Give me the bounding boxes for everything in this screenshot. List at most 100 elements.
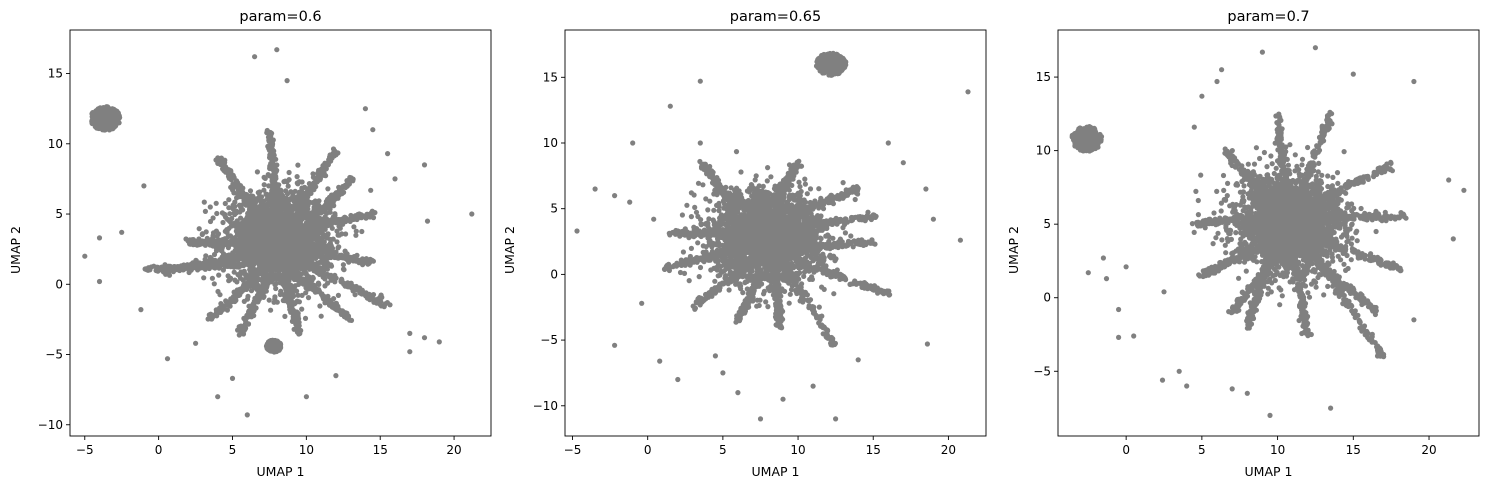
data-point [327,236,333,243]
data-point [237,183,244,189]
data-point [323,166,329,172]
data-point [351,224,357,230]
data-point [307,211,313,217]
data-point [244,192,250,199]
data-point [332,279,338,285]
data-point [370,215,377,221]
data-point [300,216,306,222]
data-point [250,193,256,199]
data-point [242,316,248,322]
data-point [201,199,207,205]
data-point [217,246,223,252]
data-point [291,271,297,277]
data-point [276,344,282,350]
data-point [262,220,268,226]
data-point [305,221,311,227]
data-point [226,300,232,306]
data-point [304,197,310,203]
data-point [334,239,340,245]
data-point [237,194,243,200]
data-point [285,287,291,293]
data-point [266,183,272,189]
chart-title: param=0.6 [239,9,321,25]
data-point [317,303,323,309]
data-point [246,313,252,319]
data-point [275,259,281,265]
data-point [335,307,341,313]
data-point [215,231,222,237]
data-point [317,175,323,181]
data-point [220,238,226,244]
data-point [245,223,251,229]
y-tick-label: 10 [48,137,63,151]
data-point [269,190,275,196]
data-point [309,254,315,261]
data-point [300,281,306,287]
data-point [220,219,226,226]
data-point [332,272,338,278]
data-point [264,284,270,290]
data-point [287,300,294,306]
data-point [238,269,244,275]
data-point [141,183,147,189]
data-point [228,264,234,270]
data-point [237,275,244,281]
data-point [259,209,265,215]
data-point [295,162,301,168]
x-axis-label: UMAP 1 [257,464,305,479]
scatter-points [574,50,971,422]
data-point [244,240,250,246]
data-point [278,255,284,261]
data-point [218,155,224,161]
y-tick-label: −5 [45,348,63,362]
data-point [256,290,262,296]
data-point [207,254,213,261]
data-point [311,217,318,223]
data-point [210,230,217,236]
data-point [205,316,211,322]
data-point [273,197,279,203]
data-point [436,339,442,345]
data-point [241,298,247,304]
data-point [201,275,207,281]
data-point [278,288,284,294]
data-point [279,230,285,236]
data-point [93,111,99,117]
data-point [215,394,221,400]
data-point [272,275,278,281]
data-point [241,282,247,288]
data-point [260,237,266,243]
data-point [244,412,250,418]
data-point [266,297,272,303]
data-point [282,313,288,319]
x-tick-label: 0 [155,443,163,457]
data-point [250,268,256,274]
data-point [353,258,359,264]
data-point [211,281,217,287]
data-point [407,349,413,355]
y-axis-label: UMAP 2 [502,226,517,274]
data-point [233,297,239,304]
data-point [286,177,292,183]
data-point [238,250,244,256]
data-point [330,153,336,159]
data-point [261,182,267,188]
data-point [206,265,212,272]
data-point [337,225,343,231]
data-point [331,203,337,209]
data-point [115,114,121,121]
data-point [265,203,271,209]
data-point [357,213,363,219]
data-point [346,281,352,287]
y-tick-label: −10 [38,418,63,432]
data-point [202,208,208,214]
data-point [321,293,327,299]
data-point [273,175,279,182]
data-point [294,180,300,186]
data-point [320,269,326,276]
data-point [362,106,368,112]
data-point [341,310,347,316]
y-tick-label: 15 [48,67,63,81]
data-point [231,190,237,196]
data-point [282,250,288,256]
